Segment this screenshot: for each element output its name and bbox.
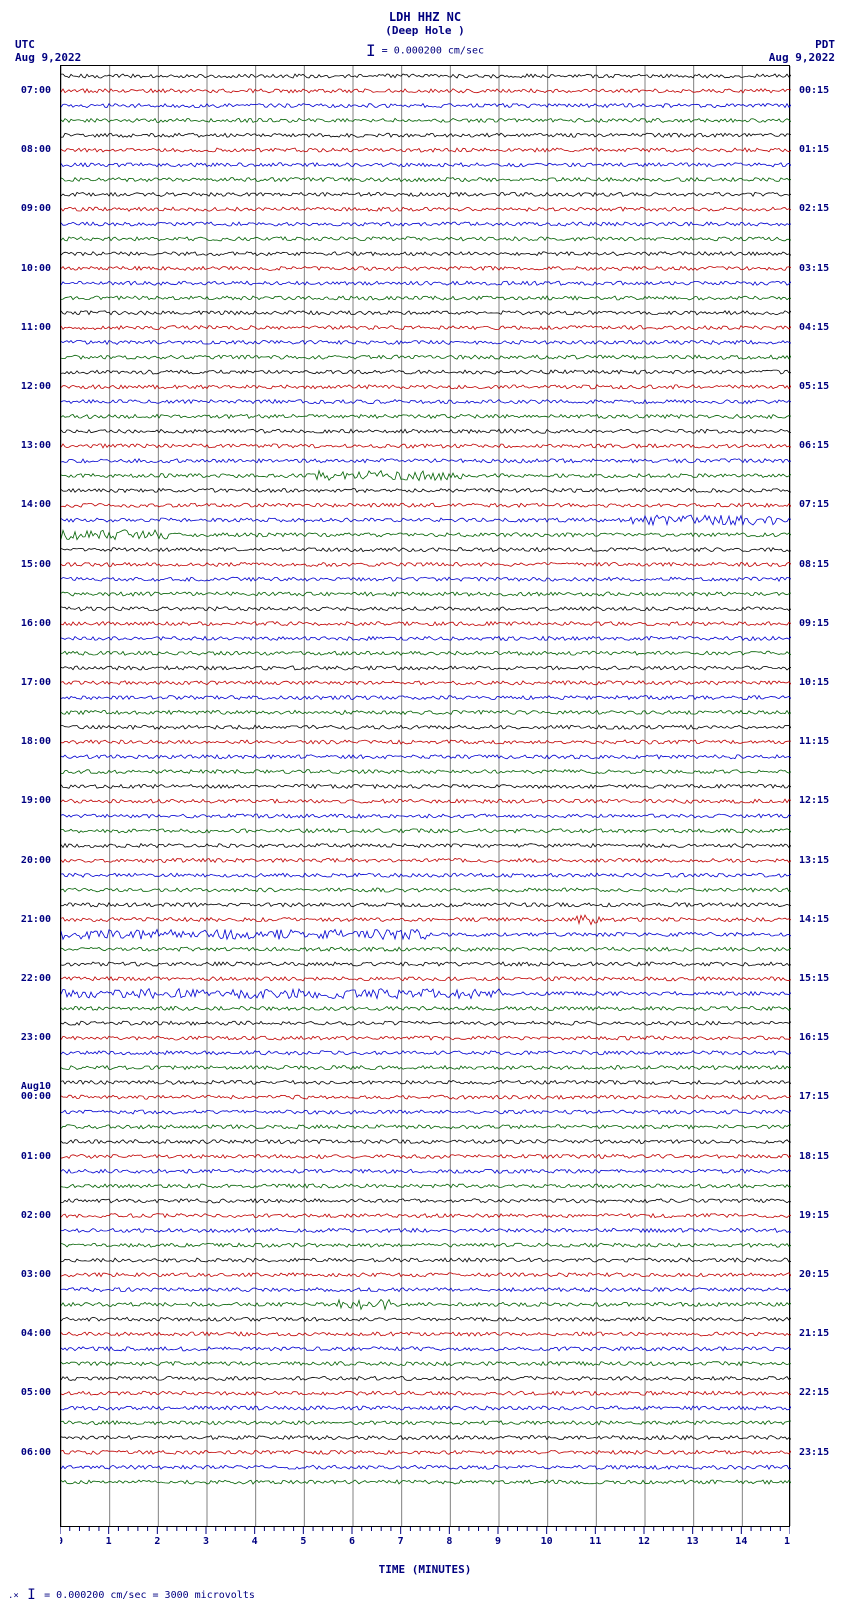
svg-text:1: 1 bbox=[106, 1536, 112, 1545]
svg-text:11: 11 bbox=[589, 1536, 601, 1545]
utc-time-label: 09:00 bbox=[21, 203, 51, 214]
utc-time-label: 03:00 bbox=[21, 1269, 51, 1280]
svg-text:3: 3 bbox=[203, 1536, 209, 1545]
x-axis-ticks: 0123456789101112131415 bbox=[60, 1527, 790, 1545]
svg-text:10: 10 bbox=[541, 1536, 553, 1545]
x-axis: 0123456789101112131415 TIME (MINUTES) bbox=[60, 1527, 790, 1567]
utc-time-label: 02:00 bbox=[21, 1210, 51, 1221]
utc-time-label: 18:00 bbox=[21, 736, 51, 747]
svg-text:6: 6 bbox=[349, 1536, 355, 1545]
utc-time-label: 01:00 bbox=[21, 1151, 51, 1162]
svg-text:9: 9 bbox=[495, 1536, 501, 1545]
pdt-time-label: 14:15 bbox=[799, 914, 829, 925]
tz-left-date: Aug 9,2022 bbox=[15, 51, 81, 64]
station-subtitle: (Deep Hole ) bbox=[0, 24, 850, 37]
svg-text:14: 14 bbox=[735, 1536, 747, 1545]
svg-text:15: 15 bbox=[784, 1536, 790, 1545]
svg-text:5: 5 bbox=[300, 1536, 306, 1545]
pdt-time-label: 20:15 bbox=[799, 1269, 829, 1280]
pdt-time-label: 09:15 bbox=[799, 618, 829, 629]
pdt-time-label: 15:15 bbox=[799, 973, 829, 984]
svg-text:12: 12 bbox=[638, 1536, 650, 1545]
tz-left-block: UTC Aug 9,2022 bbox=[15, 38, 81, 64]
pdt-time-label: 21:15 bbox=[799, 1328, 829, 1339]
utc-time-label: 22:00 bbox=[21, 973, 51, 984]
scale-bar-text: I = 0.000200 cm/sec bbox=[0, 41, 850, 60]
utc-time-label: 11:00 bbox=[21, 322, 51, 333]
tz-right-block: PDT Aug 9,2022 bbox=[769, 38, 835, 64]
utc-time-label: 15:00 bbox=[21, 559, 51, 570]
pdt-time-label: 00:15 bbox=[799, 85, 829, 96]
utc-time-label: 12:00 bbox=[21, 381, 51, 392]
seismogram-container: UTC Aug 9,2022 PDT Aug 9,2022 LDH HHZ NC… bbox=[0, 0, 850, 1603]
tz-left-label: UTC bbox=[15, 38, 81, 51]
pdt-time-label: 07:15 bbox=[799, 499, 829, 510]
seismogram-plot bbox=[60, 65, 790, 1527]
utc-time-label: 06:00 bbox=[21, 1447, 51, 1458]
utc-time-label: 05:00 bbox=[21, 1387, 51, 1398]
pdt-time-label: 06:15 bbox=[799, 440, 829, 451]
svg-text:4: 4 bbox=[252, 1536, 258, 1545]
tz-right-date: Aug 9,2022 bbox=[769, 51, 835, 64]
pdt-time-label: 19:15 bbox=[799, 1210, 829, 1221]
seismogram-svg bbox=[61, 66, 791, 1526]
utc-time-label: 10:00 bbox=[21, 263, 51, 274]
utc-time-label: 19:00 bbox=[21, 795, 51, 806]
svg-text:8: 8 bbox=[446, 1536, 452, 1545]
svg-text:7: 7 bbox=[398, 1536, 404, 1545]
pdt-time-label: 10:15 bbox=[799, 677, 829, 688]
pdt-time-label: 22:15 bbox=[799, 1387, 829, 1398]
svg-text:2: 2 bbox=[154, 1536, 160, 1545]
pdt-time-label: 17:15 bbox=[799, 1091, 829, 1102]
utc-time-label: 16:00 bbox=[21, 618, 51, 629]
utc-time-label: 21:00 bbox=[21, 914, 51, 925]
pdt-time-label: 03:15 bbox=[799, 263, 829, 274]
pdt-time-label: 01:15 bbox=[799, 144, 829, 155]
pdt-time-label: 23:15 bbox=[799, 1447, 829, 1458]
pdt-time-label: 13:15 bbox=[799, 855, 829, 866]
tz-right-label: PDT bbox=[769, 38, 835, 51]
utc-time-label: 00:00 bbox=[21, 1091, 51, 1102]
pdt-time-label: 12:15 bbox=[799, 795, 829, 806]
utc-time-label: 13:00 bbox=[21, 440, 51, 451]
utc-time-label: 07:00 bbox=[21, 85, 51, 96]
footer-scale: .× I = 0.000200 cm/sec = 3000 microvolts bbox=[8, 1587, 850, 1603]
pdt-time-label: 16:15 bbox=[799, 1032, 829, 1043]
utc-time-label: 20:00 bbox=[21, 855, 51, 866]
x-axis-label: TIME (MINUTES) bbox=[60, 1563, 790, 1576]
pdt-time-label: 11:15 bbox=[799, 736, 829, 747]
utc-time-label: 08:00 bbox=[21, 144, 51, 155]
utc-time-label: 17:00 bbox=[21, 677, 51, 688]
utc-time-label: 04:00 bbox=[21, 1328, 51, 1339]
utc-time-label: Aug10 bbox=[21, 1081, 51, 1092]
utc-time-label: 14:00 bbox=[21, 499, 51, 510]
svg-text:13: 13 bbox=[687, 1536, 699, 1545]
utc-time-label: 23:00 bbox=[21, 1032, 51, 1043]
pdt-time-label: 02:15 bbox=[799, 203, 829, 214]
pdt-time-label: 18:15 bbox=[799, 1151, 829, 1162]
svg-text:0: 0 bbox=[60, 1536, 63, 1545]
pdt-time-label: 08:15 bbox=[799, 559, 829, 570]
station-title: LDH HHZ NC bbox=[0, 0, 850, 24]
pdt-time-label: 05:15 bbox=[799, 381, 829, 392]
pdt-time-label: 04:15 bbox=[799, 322, 829, 333]
